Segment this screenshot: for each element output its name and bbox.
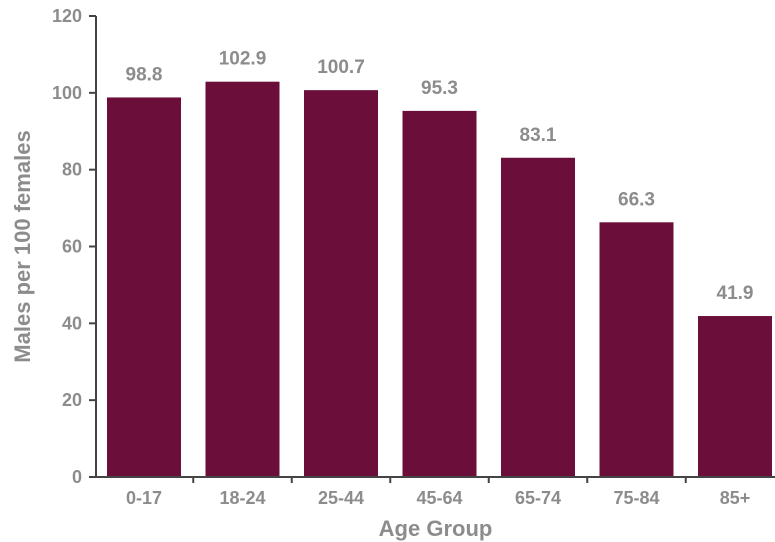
x-tick-label: 75-84 <box>613 488 659 508</box>
data-labels: 98.8 102.9 100.7 95.3 83.1 66.3 41.9 <box>126 49 754 304</box>
y-axis-ticks: 0 20 40 60 80 100 120 <box>52 6 96 487</box>
bar-75-84 <box>599 222 674 477</box>
y-tick-label: 80 <box>62 160 82 180</box>
data-label: 100.7 <box>317 57 365 78</box>
x-tick-label: 85+ <box>720 488 751 508</box>
x-tick-label: 25-44 <box>318 488 364 508</box>
data-label: 102.9 <box>219 49 267 70</box>
x-tick-label: 45-64 <box>416 488 462 508</box>
data-label: 66.3 <box>618 189 655 210</box>
y-tick-label: 40 <box>62 313 82 333</box>
y-tick-label: 120 <box>52 6 82 26</box>
data-label: 41.9 <box>717 283 754 304</box>
x-tick-label: 65-74 <box>515 488 561 508</box>
bar-85+ <box>698 316 772 477</box>
bars <box>107 81 772 478</box>
bar-25-44 <box>304 90 378 477</box>
y-tick-label: 60 <box>62 237 82 257</box>
bar-0-17 <box>107 97 181 478</box>
data-label: 83.1 <box>520 125 557 146</box>
data-label: 95.3 <box>421 78 458 99</box>
x-tick-label: 0-17 <box>126 488 162 508</box>
y-tick-label: 0 <box>72 467 82 487</box>
y-tick-label: 100 <box>52 83 82 103</box>
bar-65-74 <box>501 157 575 477</box>
x-tick-label: 18-24 <box>219 488 265 508</box>
bar-45-64 <box>402 110 477 478</box>
y-axis-title: Males per 100 females <box>10 130 35 362</box>
x-axis-ticks: 0-17 18-24 25-44 45-64 65-74 75-84 85+ <box>126 477 751 508</box>
data-label: 98.8 <box>126 64 163 85</box>
bar-18-24 <box>205 81 280 477</box>
y-tick-label: 20 <box>62 390 82 410</box>
x-axis-title: Age Group <box>379 516 493 541</box>
